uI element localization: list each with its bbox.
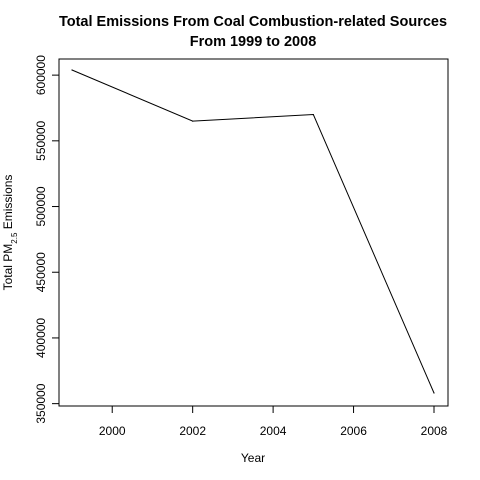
y-tick-label: 350000 — [34, 383, 48, 423]
y-tick-label: 550000 — [34, 120, 48, 160]
chart-title-line-1: Total Emissions From Coal Combustion-rel… — [59, 14, 447, 30]
emissions-line — [71, 69, 435, 394]
y-axis-label-subscript: 2.5 — [10, 232, 19, 244]
x-tick-label: 2006 — [340, 424, 367, 438]
x-tick-label: 2008 — [421, 424, 448, 438]
data-point — [192, 120, 194, 122]
x-tick-label: 2004 — [260, 424, 287, 438]
y-axis-label-suffix: Emissions — [1, 175, 15, 233]
y-tick-label: 500000 — [34, 186, 48, 226]
y-axis-label: Total PM2.5 Emissions — [1, 175, 19, 291]
x-axis-label: Year — [241, 451, 265, 465]
y-axis: 350000 400000 450000 500000 550000 600000 — [34, 55, 59, 424]
y-tick-label: 400000 — [34, 318, 48, 358]
data-point — [312, 113, 314, 116]
chart-title-line-2: From 1999 to 2008 — [190, 34, 317, 50]
data-point — [71, 69, 73, 71]
y-tick-label: 600000 — [34, 55, 48, 95]
y-axis-label-prefix: Total PM — [1, 244, 15, 291]
data-point — [433, 392, 435, 394]
x-tick-label: 2002 — [179, 424, 206, 438]
plot-frame — [58, 58, 449, 407]
x-axis: 2000 2002 2004 2006 2008 — [99, 406, 448, 438]
x-tick-label: 2000 — [99, 424, 126, 438]
y-tick-label: 450000 — [34, 252, 48, 292]
series-group — [71, 69, 435, 394]
